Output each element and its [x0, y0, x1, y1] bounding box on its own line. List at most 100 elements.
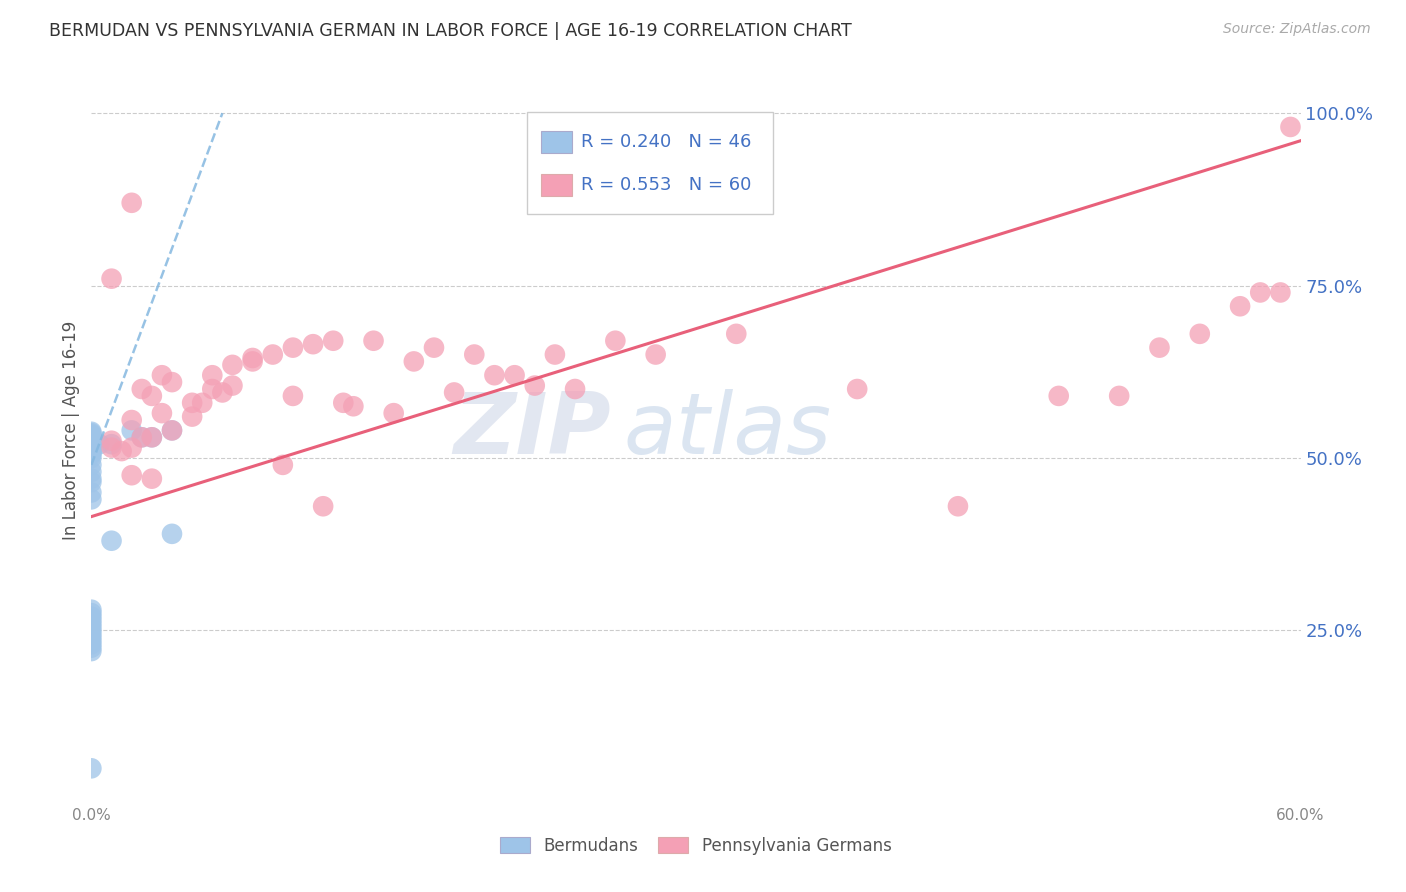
- Point: [80, 433, 103, 447]
- Legend: Bermudans, Pennsylvania Germans: Bermudans, Pennsylvania Germans: [494, 830, 898, 862]
- Point: [80, 442, 103, 456]
- Point: [80, 624, 103, 638]
- Point: [121, 468, 143, 483]
- Point: [131, 382, 153, 396]
- Point: [463, 347, 485, 361]
- Point: [141, 389, 163, 403]
- Point: [150, 406, 173, 420]
- Point: [80, 644, 103, 658]
- Point: [523, 378, 546, 392]
- Point: [80, 426, 103, 441]
- Point: [242, 351, 264, 365]
- Point: [80, 439, 103, 453]
- Point: [1270, 285, 1292, 300]
- Point: [121, 413, 143, 427]
- Point: [1229, 299, 1251, 313]
- Point: [121, 423, 143, 437]
- Point: [80, 485, 103, 500]
- Point: [80, 434, 103, 449]
- Point: [725, 326, 748, 341]
- Point: [221, 378, 243, 392]
- Point: [544, 347, 567, 361]
- Text: ZIP: ZIP: [454, 389, 612, 472]
- Point: [121, 441, 143, 455]
- Point: [80, 440, 103, 454]
- Point: [181, 396, 204, 410]
- Point: [271, 458, 294, 472]
- Point: [80, 630, 103, 644]
- Point: [160, 423, 183, 437]
- Point: [80, 429, 103, 443]
- Point: [80, 637, 103, 651]
- Point: [846, 382, 869, 396]
- Point: [80, 442, 103, 457]
- Point: [80, 448, 103, 462]
- Point: [1108, 389, 1130, 403]
- Point: [100, 533, 122, 548]
- Point: [80, 492, 103, 507]
- Point: [80, 627, 103, 641]
- Point: [605, 334, 627, 348]
- Point: [131, 430, 153, 444]
- Point: [89, 437, 111, 451]
- Point: [201, 382, 224, 396]
- Point: [382, 406, 405, 420]
- Point: [363, 334, 385, 348]
- Point: [150, 368, 173, 383]
- Point: [80, 475, 103, 489]
- Point: [312, 500, 335, 514]
- Point: [181, 409, 204, 424]
- Point: [302, 337, 325, 351]
- Point: [80, 427, 103, 442]
- Text: atlas: atlas: [623, 389, 831, 472]
- Point: [80, 425, 103, 439]
- Point: [80, 633, 103, 648]
- Point: [80, 620, 103, 634]
- Point: [211, 385, 233, 400]
- Text: R = 0.553   N = 60: R = 0.553 N = 60: [581, 177, 751, 194]
- Point: [281, 389, 304, 403]
- Point: [1188, 326, 1211, 341]
- Point: [1047, 389, 1070, 403]
- Point: [80, 430, 103, 444]
- Point: [946, 500, 969, 514]
- Point: [80, 445, 103, 459]
- Point: [80, 616, 103, 631]
- Point: [80, 613, 103, 627]
- Point: [160, 375, 183, 389]
- Point: [443, 385, 465, 400]
- Point: [80, 437, 103, 451]
- Point: [80, 606, 103, 620]
- Point: [402, 354, 425, 368]
- Point: [141, 472, 163, 486]
- Point: [121, 195, 143, 210]
- Point: [80, 603, 103, 617]
- Point: [111, 444, 132, 458]
- Point: [242, 354, 264, 368]
- Point: [141, 430, 163, 444]
- Point: [131, 430, 153, 444]
- Point: [80, 465, 103, 479]
- Point: [644, 347, 666, 361]
- Point: [484, 368, 506, 383]
- Point: [564, 382, 586, 396]
- Point: [80, 432, 103, 446]
- Point: [100, 271, 122, 285]
- Point: [160, 423, 183, 437]
- Y-axis label: In Labor Force | Age 16-19: In Labor Force | Age 16-19: [62, 321, 80, 540]
- Point: [80, 609, 103, 624]
- Point: [80, 450, 103, 465]
- Point: [80, 444, 103, 458]
- Point: [221, 358, 243, 372]
- Point: [322, 334, 344, 348]
- Point: [100, 441, 122, 455]
- Point: [262, 347, 284, 361]
- Text: Source: ZipAtlas.com: Source: ZipAtlas.com: [1223, 22, 1371, 37]
- Point: [201, 368, 224, 383]
- Point: [332, 396, 354, 410]
- Point: [80, 472, 103, 486]
- Point: [80, 458, 103, 472]
- Text: R = 0.240   N = 46: R = 0.240 N = 46: [581, 133, 751, 152]
- Point: [80, 640, 103, 655]
- Text: BERMUDAN VS PENNSYLVANIA GERMAN IN LABOR FORCE | AGE 16-19 CORRELATION CHART: BERMUDAN VS PENNSYLVANIA GERMAN IN LABOR…: [49, 22, 852, 40]
